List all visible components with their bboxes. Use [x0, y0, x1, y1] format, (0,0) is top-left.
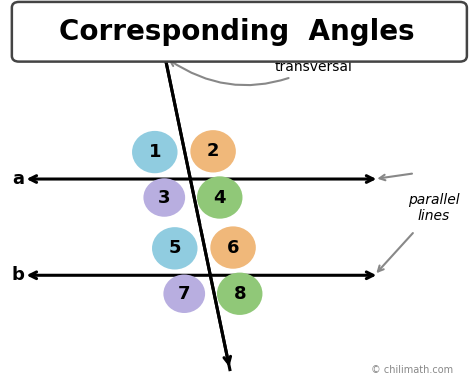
- Ellipse shape: [210, 226, 256, 269]
- Ellipse shape: [152, 227, 198, 270]
- Ellipse shape: [164, 275, 205, 313]
- Ellipse shape: [144, 178, 185, 217]
- Text: © chilimath.com: © chilimath.com: [371, 365, 454, 375]
- Ellipse shape: [197, 176, 243, 219]
- Text: 5: 5: [169, 239, 181, 257]
- Text: 1: 1: [148, 143, 161, 161]
- Text: b: b: [11, 266, 25, 284]
- Ellipse shape: [191, 130, 236, 172]
- Text: 2: 2: [207, 142, 219, 160]
- FancyBboxPatch shape: [12, 2, 467, 62]
- Ellipse shape: [132, 131, 178, 173]
- Text: 3: 3: [158, 189, 171, 206]
- Text: a: a: [12, 170, 24, 188]
- Text: transversal: transversal: [170, 60, 353, 85]
- Text: parallel
lines: parallel lines: [408, 193, 459, 223]
- Text: 4: 4: [213, 189, 226, 206]
- Text: 7: 7: [178, 285, 191, 303]
- Text: 6: 6: [227, 239, 239, 256]
- Ellipse shape: [217, 273, 263, 315]
- Text: Corresponding  Angles: Corresponding Angles: [59, 18, 415, 46]
- Text: 8: 8: [233, 285, 246, 303]
